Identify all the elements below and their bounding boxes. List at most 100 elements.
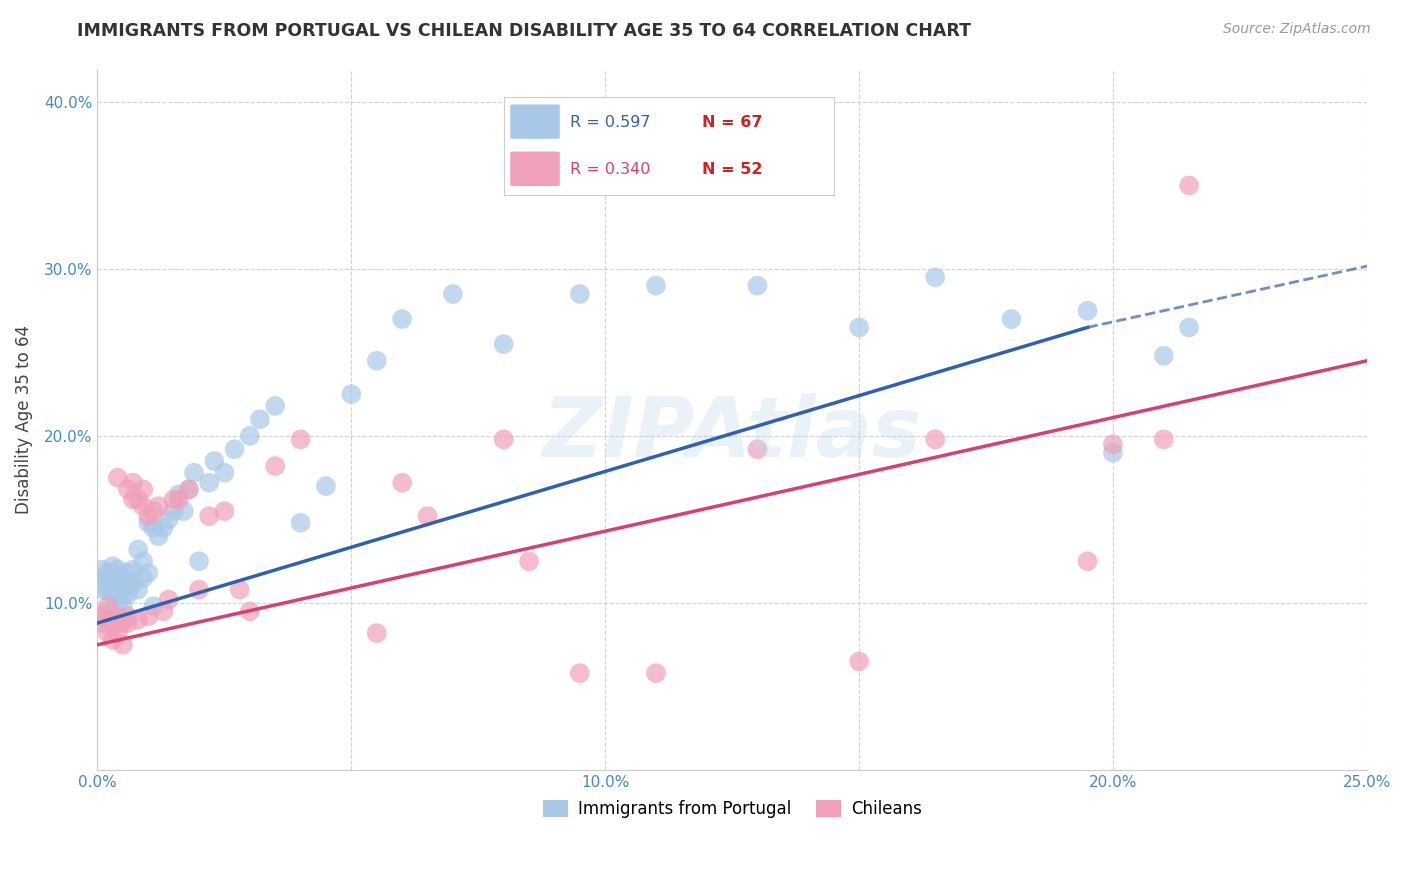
Point: [111, 571, 134, 585]
Point: [177, 483, 200, 497]
Point: [132, 571, 155, 585]
Point: [127, 582, 149, 597]
Point: [101, 588, 124, 602]
Point: [117, 579, 139, 593]
Point: [107, 615, 129, 630]
Point: [107, 471, 129, 485]
Point: [148, 499, 170, 513]
Point: [132, 499, 155, 513]
Point: [239, 429, 262, 443]
Point: [1153, 349, 1175, 363]
Point: [127, 542, 149, 557]
Point: [264, 458, 287, 473]
Point: [97, 599, 120, 614]
Point: [97, 613, 120, 627]
Point: [1077, 303, 1099, 318]
Point: [214, 504, 236, 518]
Point: [416, 509, 439, 524]
Text: IMMIGRANTS FROM PORTUGAL VS CHILEAN DISABILITY AGE 35 TO 64 CORRELATION CHART: IMMIGRANTS FROM PORTUGAL VS CHILEAN DISA…: [77, 22, 972, 40]
Text: Source: ZipAtlas.com: Source: ZipAtlas.com: [1223, 22, 1371, 37]
Point: [924, 270, 946, 285]
Point: [568, 287, 591, 301]
Point: [340, 387, 363, 401]
Point: [107, 563, 129, 577]
Point: [517, 554, 540, 568]
Point: [183, 466, 205, 480]
Point: [122, 576, 145, 591]
Point: [848, 655, 870, 669]
Point: [91, 582, 114, 597]
Point: [122, 492, 145, 507]
Point: [97, 582, 120, 597]
Point: [132, 483, 155, 497]
Point: [162, 504, 184, 518]
Point: [97, 566, 120, 580]
Point: [136, 509, 159, 524]
Point: [132, 554, 155, 568]
Point: [239, 604, 262, 618]
Point: [188, 582, 211, 597]
Point: [117, 609, 139, 624]
Point: [111, 615, 134, 630]
Point: [167, 487, 190, 501]
Point: [111, 588, 134, 602]
Point: [645, 278, 668, 293]
Point: [747, 442, 769, 457]
Point: [157, 512, 180, 526]
Point: [91, 609, 114, 624]
Point: [142, 599, 165, 614]
Point: [107, 626, 129, 640]
Point: [198, 509, 221, 524]
Point: [101, 579, 124, 593]
Point: [117, 566, 139, 580]
Point: [101, 632, 124, 647]
Point: [97, 604, 120, 618]
Point: [366, 353, 388, 368]
Point: [127, 613, 149, 627]
Point: [1178, 178, 1201, 193]
Point: [122, 475, 145, 490]
Point: [101, 571, 124, 585]
Point: [188, 554, 211, 568]
Point: [136, 516, 159, 530]
Point: [202, 454, 225, 468]
Legend: Immigrants from Portugal, Chileans: Immigrants from Portugal, Chileans: [536, 793, 928, 825]
Point: [117, 588, 139, 602]
Point: [492, 432, 515, 446]
Point: [127, 492, 149, 507]
Point: [91, 615, 114, 630]
Point: [117, 483, 139, 497]
Point: [97, 626, 120, 640]
Point: [136, 566, 159, 580]
Point: [315, 479, 337, 493]
Point: [91, 563, 114, 577]
Point: [249, 412, 271, 426]
Point: [264, 399, 287, 413]
Point: [366, 626, 388, 640]
Point: [224, 442, 246, 457]
Text: ZIPAtlas: ZIPAtlas: [543, 392, 922, 474]
Point: [1077, 554, 1099, 568]
Point: [848, 320, 870, 334]
Point: [111, 599, 134, 614]
Point: [1153, 432, 1175, 446]
Point: [492, 337, 515, 351]
Point: [122, 563, 145, 577]
Point: [142, 504, 165, 518]
Point: [1102, 445, 1125, 459]
Point: [290, 432, 312, 446]
Point: [152, 521, 174, 535]
Point: [1102, 437, 1125, 451]
Point: [157, 592, 180, 607]
Point: [97, 576, 120, 591]
Point: [391, 475, 413, 490]
Point: [107, 582, 129, 597]
Point: [391, 312, 413, 326]
Point: [228, 582, 250, 597]
Y-axis label: Disability Age 35 to 64: Disability Age 35 to 64: [15, 325, 32, 514]
Point: [568, 666, 591, 681]
Point: [136, 609, 159, 624]
Point: [142, 521, 165, 535]
Point: [645, 666, 668, 681]
Point: [173, 504, 195, 518]
